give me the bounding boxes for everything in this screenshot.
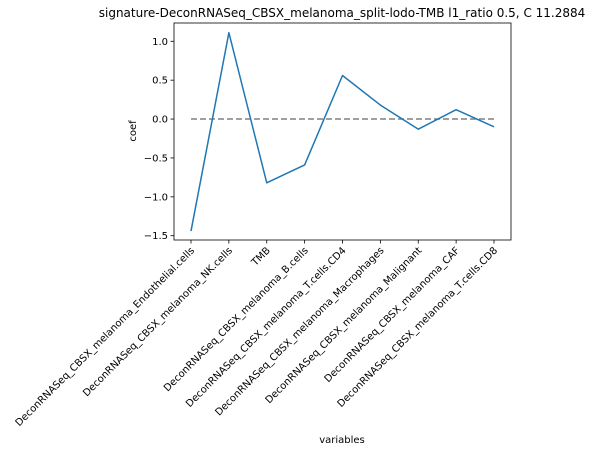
y-axis: −1.5 −1.0 −0.5 0.0 0.5 1.0 (144, 37, 174, 242)
chart-title: signature-DeconRNASeq_CBSX_melanoma_spli… (99, 6, 586, 20)
y-tick-label: −0.5 (144, 153, 168, 164)
x-tick-label: DeconRNASeq_CBSX_melanoma_CAF (323, 245, 463, 385)
y-axis-label: coef (128, 120, 139, 142)
x-axis-label: variables (319, 435, 365, 446)
y-tick-label: −1.0 (144, 192, 168, 203)
series-line-0 (191, 33, 494, 231)
x-tick-label: DeconRNASeq_CBSX_melanoma_Endothelial.ce… (14, 245, 198, 429)
plot-area (191, 33, 494, 232)
x-axis: DeconRNASeq_CBSX_melanoma_Endothelial.ce… (14, 240, 501, 429)
y-tick-label: 0.0 (152, 115, 168, 126)
x-tick-label: DeconRNASeq_CBSX_melanoma_B.cells (162, 245, 311, 394)
y-tick-label: −1.5 (144, 231, 168, 242)
y-tick-label: 1.0 (152, 37, 168, 48)
x-tick-label: TMB (249, 245, 273, 269)
y-tick-label: 0.5 (152, 76, 168, 87)
